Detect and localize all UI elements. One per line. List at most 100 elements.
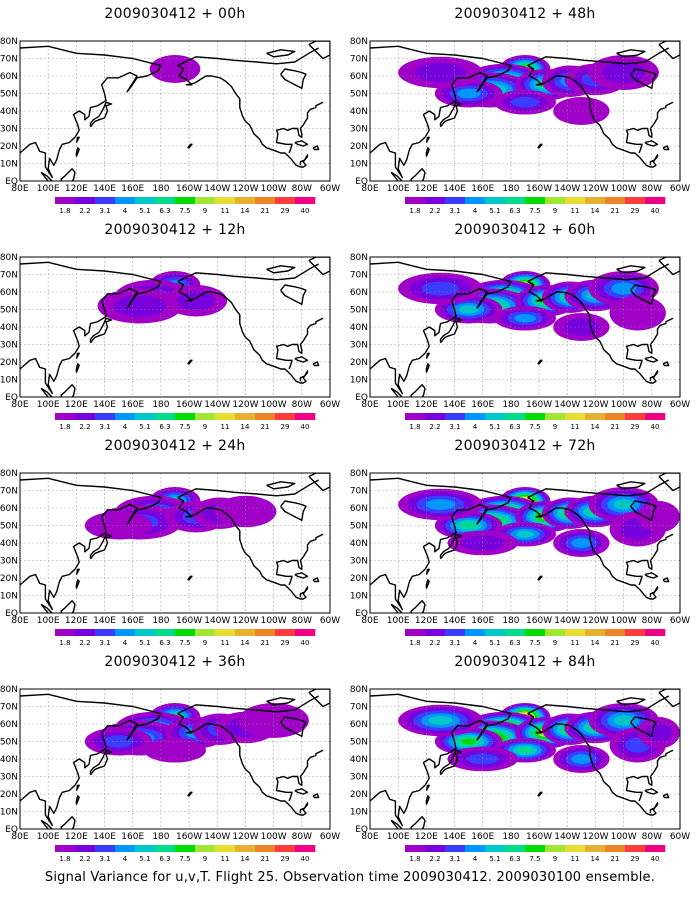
lon-label: 160W — [176, 184, 202, 194]
colorbar-swatch — [605, 197, 626, 204]
colorbar-swatch — [525, 197, 546, 204]
colorbar-label: 2.2 — [429, 423, 440, 431]
panel-84h: 2009030412 + 84h 80N 70N 60N 50N 40N 30N 20N 10… — [350, 648, 700, 864]
colorbar-swatch — [235, 197, 256, 204]
panel-title: 2009030412 + 36h — [104, 654, 246, 670]
lon-label: 140W — [554, 832, 580, 842]
colorbar-swatch — [425, 197, 446, 204]
colorbar-label: 7.5 — [529, 639, 540, 647]
variance-contour — [613, 715, 634, 726]
map-frame — [369, 472, 681, 614]
colorbar-label: 5.1 — [489, 207, 500, 215]
graticule — [370, 41, 680, 181]
coastlines — [20, 41, 330, 181]
colorbar-swatch — [295, 845, 316, 852]
lat-label: 40N — [350, 539, 368, 549]
map-frame — [369, 40, 681, 182]
lon-label: 100W — [261, 400, 287, 410]
colorbar-label: 3.1 — [449, 855, 460, 863]
colorbar-label: 5.1 — [489, 639, 500, 647]
colorbar-label: 1.8 — [59, 423, 70, 431]
colorbar-label: 29 — [631, 855, 640, 863]
lon-label: 80W — [642, 832, 662, 842]
colorbar-swatch — [135, 629, 156, 636]
variance-contour — [517, 747, 533, 754]
map-frame — [19, 40, 331, 182]
colorbar-label: 21 — [611, 855, 620, 863]
colorbar-swatch — [55, 197, 76, 204]
lon-label: 100W — [611, 832, 637, 842]
lat-label: 20N — [350, 790, 368, 800]
lat-label: EQ — [5, 825, 18, 835]
lat-label: 10N — [350, 160, 368, 170]
lon-label: 80W — [642, 400, 662, 410]
colorbar-swatch — [465, 845, 486, 852]
variance-contour — [84, 511, 153, 540]
colorbar-swatch — [215, 413, 236, 420]
colorbar-swatch — [75, 413, 96, 420]
lon-label: 80W — [642, 616, 662, 626]
colorbar-swatch — [115, 413, 136, 420]
lon-label: 160W — [176, 400, 202, 410]
lon-label: 180 — [152, 184, 169, 194]
colorbar-swatch — [235, 413, 256, 420]
lat-label: 50N — [350, 90, 368, 100]
lat-label: EQ — [355, 825, 368, 835]
colorbar-legend: 1.8 2.2 3.1 4 5.1 6.3 7.5 9 11 14 21 29 40 — [405, 629, 666, 647]
colorbar-swatch — [175, 629, 196, 636]
colorbar-label: 9 — [553, 855, 557, 863]
colorbar-label: 2.2 — [79, 639, 90, 647]
lon-label: 120W — [582, 400, 608, 410]
colorbar-swatch — [585, 413, 606, 420]
lat-label: 20N — [0, 142, 18, 152]
colorbar-swatch — [465, 413, 486, 420]
lon-label: 140E — [443, 400, 466, 410]
colorbar-label: 6.3 — [159, 423, 170, 431]
lon-label: 160W — [526, 832, 552, 842]
lat-label: 10N — [350, 592, 368, 602]
colorbar-swatch — [605, 629, 626, 636]
lon-label: 80E — [361, 400, 378, 410]
colorbar-swatch — [75, 629, 96, 636]
variance-contour — [637, 501, 680, 533]
colorbar-swatch — [75, 197, 96, 204]
colorbar-swatch — [95, 629, 116, 636]
colorbar-label: 1.8 — [59, 639, 70, 647]
lon-label: 120E — [415, 832, 438, 842]
lat-label: 70N — [350, 703, 368, 713]
lat-label: 40N — [0, 755, 18, 765]
panel-title: 2009030412 + 84h — [454, 654, 596, 670]
colorbar-swatch — [195, 629, 216, 636]
colorbar-label: 14 — [241, 639, 250, 647]
colorbar-label: 1.8 — [59, 207, 70, 215]
lat-label: 80N — [0, 253, 18, 263]
lon-label: 120E — [415, 184, 438, 194]
coastlines — [370, 257, 680, 397]
colorbar-label: 4 — [473, 855, 478, 863]
colorbar-label: 9 — [553, 639, 557, 647]
colorbar-label: 5.1 — [489, 855, 500, 863]
colorbar-swatch — [505, 629, 526, 636]
colorbar-label: 2.2 — [429, 639, 440, 647]
colorbar-swatch — [275, 197, 296, 204]
panel-00h: 2009030412 + 00h 80N 70N 60N 50N 40N 30N 20N 10… — [0, 0, 350, 216]
colorbar-swatch — [195, 197, 216, 204]
colorbar-label: 9 — [203, 207, 207, 215]
variance-field — [398, 55, 659, 125]
lat-label: 30N — [350, 557, 368, 567]
variance-contour — [414, 62, 467, 83]
graticule — [370, 257, 680, 397]
lon-label: 100W — [611, 616, 637, 626]
colorbar-swatch — [545, 413, 566, 420]
colorbar-swatch — [565, 629, 586, 636]
colorbar-swatch — [445, 845, 466, 852]
colorbar-swatch — [425, 413, 446, 420]
lon-label: 80W — [642, 184, 662, 194]
colorbar-swatch — [195, 413, 216, 420]
colorbar-swatch — [465, 629, 486, 636]
lon-label: 80W — [292, 832, 312, 842]
lon-label: 120E — [65, 616, 88, 626]
colorbar-swatch — [295, 413, 316, 420]
lat-label: 20N — [0, 358, 18, 368]
